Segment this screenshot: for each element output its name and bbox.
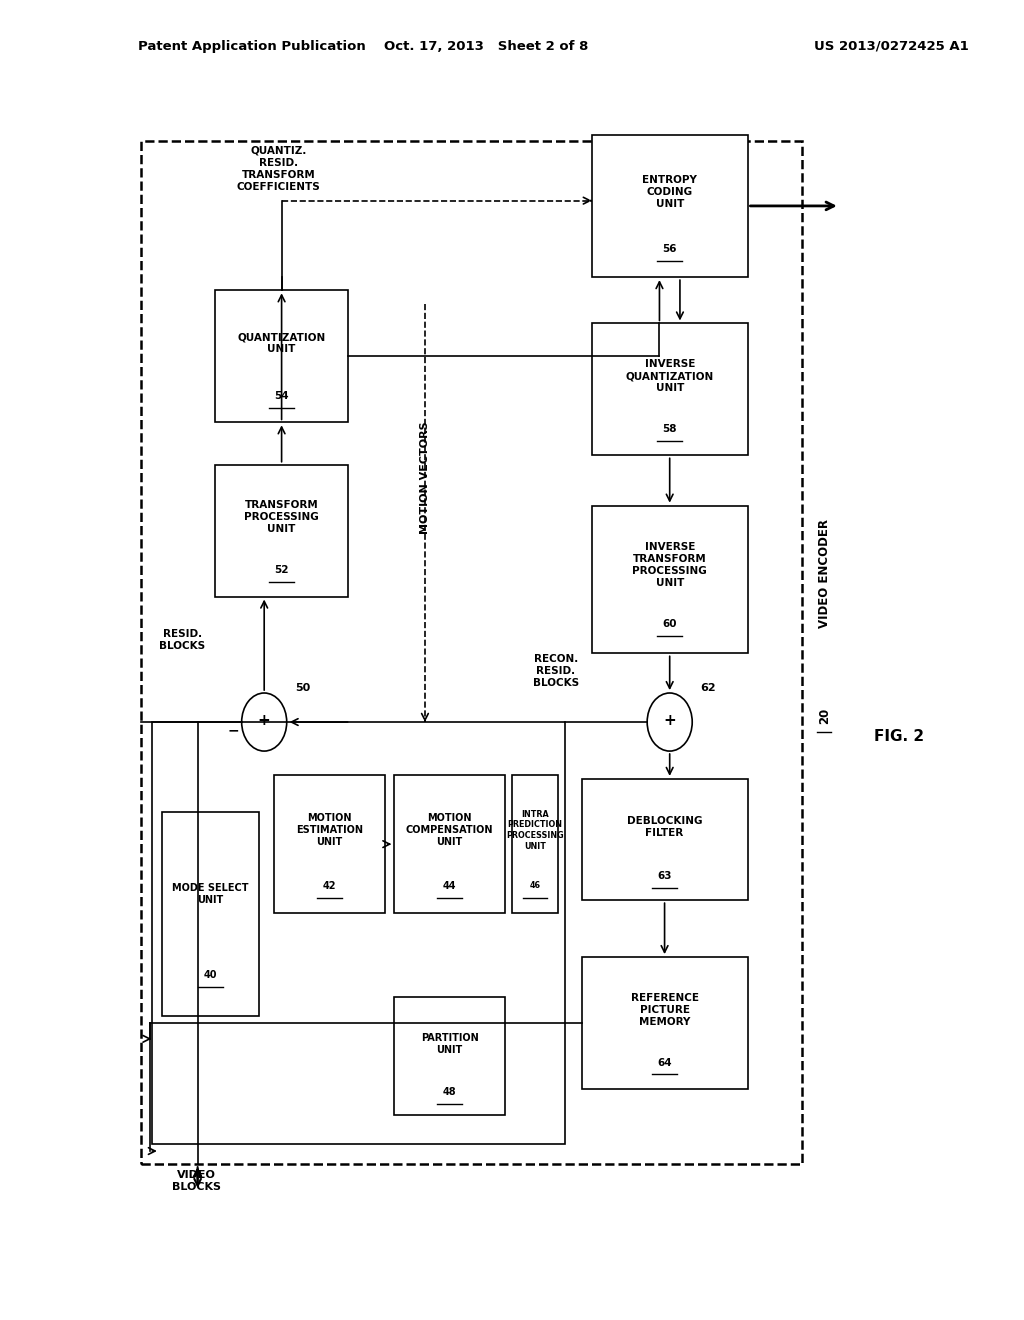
FancyBboxPatch shape [152, 722, 565, 1144]
Text: INVERSE
QUANTIZATION
UNIT: INVERSE QUANTIZATION UNIT [626, 359, 714, 393]
Text: QUANTIZATION
UNIT: QUANTIZATION UNIT [238, 333, 326, 354]
Text: MOTION VECTORS: MOTION VECTORS [420, 421, 430, 535]
FancyBboxPatch shape [215, 465, 348, 597]
Text: INTRA
PREDICTION
PROCESSING
UNIT: INTRA PREDICTION PROCESSING UNIT [506, 809, 564, 851]
Text: 64: 64 [657, 1057, 672, 1068]
Text: 48: 48 [442, 1086, 457, 1097]
FancyBboxPatch shape [394, 775, 505, 913]
Text: TRANSFORM
PROCESSING
UNIT: TRANSFORM PROCESSING UNIT [245, 500, 318, 535]
Text: 50: 50 [295, 682, 310, 693]
FancyBboxPatch shape [215, 290, 348, 422]
FancyBboxPatch shape [592, 506, 748, 653]
Text: +: + [664, 713, 676, 729]
Text: ENTROPY
CODING
UNIT: ENTROPY CODING UNIT [642, 174, 697, 209]
FancyBboxPatch shape [592, 323, 748, 455]
Text: QUANTIZ.
RESID.
TRANSFORM
COEFFICIENTS: QUANTIZ. RESID. TRANSFORM COEFFICIENTS [237, 147, 321, 191]
FancyBboxPatch shape [141, 141, 802, 1164]
Text: DEBLOCKING
FILTER: DEBLOCKING FILTER [627, 816, 702, 838]
Text: Patent Application Publication: Patent Application Publication [138, 40, 366, 53]
Text: MODE SELECT
UNIT: MODE SELECT UNIT [172, 883, 249, 904]
Text: MOTION
COMPENSATION
UNIT: MOTION COMPENSATION UNIT [406, 813, 494, 847]
FancyBboxPatch shape [394, 997, 505, 1115]
Text: VIDEO ENCODER: VIDEO ENCODER [818, 519, 830, 628]
Text: 60: 60 [663, 619, 677, 628]
Text: FIG. 2: FIG. 2 [874, 729, 924, 744]
FancyBboxPatch shape [582, 957, 748, 1089]
Text: Oct. 17, 2013   Sheet 2 of 8: Oct. 17, 2013 Sheet 2 of 8 [384, 40, 589, 53]
Text: 46: 46 [529, 882, 541, 890]
Text: 40: 40 [204, 970, 217, 981]
Text: −: − [227, 723, 240, 737]
FancyBboxPatch shape [274, 775, 385, 913]
Text: 56: 56 [663, 244, 677, 253]
Text: 44: 44 [442, 880, 457, 891]
Text: 54: 54 [274, 391, 289, 401]
Text: 42: 42 [323, 880, 337, 891]
Text: MOTION
ESTIMATION
UNIT: MOTION ESTIMATION UNIT [296, 813, 364, 847]
Text: RECON.
RESID.
BLOCKS: RECON. RESID. BLOCKS [532, 653, 580, 688]
Text: RESID.
BLOCKS: RESID. BLOCKS [159, 630, 206, 651]
Text: PARTITION
UNIT: PARTITION UNIT [421, 1034, 478, 1055]
FancyBboxPatch shape [582, 779, 748, 900]
Text: 20: 20 [818, 708, 830, 725]
FancyBboxPatch shape [512, 775, 558, 913]
Text: REFERENCE
PICTURE
MEMORY: REFERENCE PICTURE MEMORY [631, 993, 698, 1027]
Text: 52: 52 [274, 565, 289, 576]
Text: 62: 62 [700, 682, 716, 693]
Text: 63: 63 [657, 871, 672, 880]
Text: US 2013/0272425 A1: US 2013/0272425 A1 [813, 40, 969, 53]
Text: INVERSE
TRANSFORM
PROCESSING
UNIT: INVERSE TRANSFORM PROCESSING UNIT [633, 541, 707, 587]
FancyBboxPatch shape [162, 812, 259, 1016]
Text: +: + [258, 713, 270, 729]
FancyBboxPatch shape [592, 135, 748, 277]
Text: 58: 58 [663, 424, 677, 434]
Text: VIDEO
BLOCKS: VIDEO BLOCKS [172, 1171, 221, 1192]
